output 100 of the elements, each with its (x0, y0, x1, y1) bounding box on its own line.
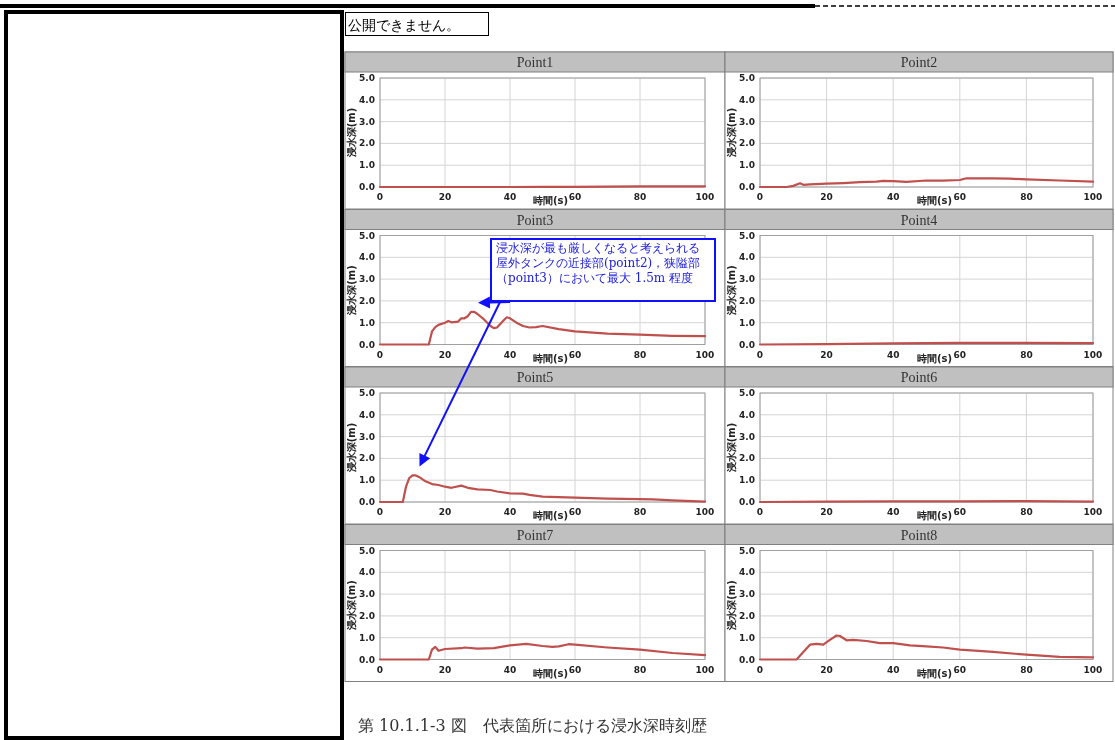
y-tick-label: 0.0 (359, 497, 375, 507)
y-tick-label: 0.0 (359, 339, 375, 350)
x-axis-title: 時間(s) (916, 510, 953, 521)
y-tick-label: 3.0 (359, 274, 375, 285)
y-axis-title: 浸水深(m) (346, 265, 357, 316)
y-tick-label: 5.0 (359, 230, 375, 241)
x-tick-label: 0 (756, 192, 764, 202)
x-axis-title: 時間(s) (916, 195, 953, 206)
y-tick-label: 3.0 (739, 589, 755, 600)
y-tick-label: 2.0 (739, 610, 755, 621)
x-tick-label: 40 (503, 664, 517, 675)
x-tick-label: 100 (1083, 349, 1103, 360)
x-tick-label: 20 (438, 507, 452, 517)
y-axis-title: 浸水深(m) (346, 107, 357, 159)
y-tick-label: 4.0 (739, 94, 755, 105)
y-tick-label: 5.0 (359, 388, 375, 398)
x-tick-label: 80 (633, 507, 647, 517)
y-tick-label: 1.0 (359, 317, 375, 328)
y-tick-label: 1.0 (739, 475, 755, 486)
x-tick-label: 0 (376, 664, 384, 675)
y-tick-label: 1.0 (739, 160, 755, 171)
x-tick-label: 40 (503, 507, 517, 517)
x-tick-label: 40 (886, 349, 900, 360)
y-tick-label: 2.0 (359, 610, 375, 621)
y-axis-title: 浸水深(m) (346, 580, 357, 631)
x-tick-label: 100 (695, 349, 715, 360)
x-tick-label: 100 (1083, 507, 1103, 517)
y-tick-label: 5.0 (739, 388, 755, 398)
y-tick-label: 3.0 (739, 116, 755, 127)
y-tick-label: 1.0 (359, 475, 375, 486)
chart-title: Point3 (516, 212, 554, 228)
y-tick-label: 4.0 (359, 94, 375, 105)
x-tick-label: 100 (695, 192, 715, 202)
y-axis-title: 浸水深(m) (726, 265, 737, 316)
x-tick-label: 60 (953, 507, 967, 517)
x-tick-label: 80 (633, 349, 647, 360)
x-tick-label: 80 (1020, 349, 1033, 360)
y-tick-label: 4.0 (359, 409, 375, 420)
x-tick-label: 60 (568, 664, 582, 675)
y-tick-label: 1.0 (739, 632, 755, 643)
chart-title: Point8 (900, 527, 938, 543)
y-tick-label: 4.0 (739, 252, 755, 263)
x-tick-label: 100 (1083, 192, 1103, 202)
y-tick-label: 5.0 (739, 545, 755, 556)
y-tick-label: 5.0 (359, 545, 375, 556)
x-tick-label: 0 (756, 349, 764, 360)
chart-title: Point6 (900, 370, 938, 385)
y-tick-label: 2.0 (359, 138, 375, 149)
x-tick-label: 0 (376, 192, 384, 202)
x-tick-label: 20 (438, 664, 452, 675)
x-tick-label: 20 (438, 192, 452, 202)
x-tick-label: 20 (820, 507, 833, 517)
y-tick-label: 0.0 (739, 497, 755, 507)
y-axis-title: 浸水深(m) (346, 422, 357, 474)
y-axis-title: 浸水深(m) (726, 580, 737, 631)
line-series (378, 310, 707, 346)
x-axis-title: 時間(s) (916, 667, 953, 679)
y-tick-label: 0.0 (739, 654, 755, 665)
y-tick-label: 3.0 (739, 431, 755, 442)
chart-title: Point5 (516, 370, 554, 385)
x-tick-label: 20 (820, 664, 833, 675)
line-series (378, 642, 707, 661)
x-tick-label: 0 (376, 507, 384, 517)
x-tick-label: 0 (376, 349, 384, 360)
y-tick-label: 3.0 (359, 116, 375, 127)
y-tick-label: 1.0 (359, 632, 375, 643)
chart-title: Point4 (900, 212, 938, 228)
y-axis-title: 浸水深(m) (726, 422, 737, 474)
y-tick-label: 5.0 (739, 230, 755, 241)
x-tick-label: 80 (1020, 507, 1033, 517)
x-axis-title: 時間(s) (532, 510, 569, 521)
x-tick-label: 40 (886, 664, 900, 675)
y-tick-label: 3.0 (359, 431, 375, 442)
x-tick-label: 60 (568, 507, 582, 517)
y-tick-label: 4.0 (359, 252, 375, 263)
x-tick-label: 60 (568, 192, 582, 202)
x-tick-label: 80 (633, 664, 647, 675)
y-tick-label: 3.0 (739, 274, 755, 285)
x-axis-title: 時間(s) (532, 667, 569, 679)
y-tick-label: 0.0 (359, 654, 375, 665)
x-tick-label: 20 (820, 349, 833, 360)
x-axis-title: 時間(s) (532, 352, 569, 364)
x-tick-label: 60 (953, 664, 967, 675)
y-tick-label: 2.0 (739, 453, 755, 464)
x-tick-label: 60 (953, 192, 967, 202)
x-tick-label: 40 (503, 192, 517, 202)
x-tick-label: 20 (820, 192, 833, 202)
x-tick-label: 100 (695, 507, 715, 517)
y-tick-label: 1.0 (739, 317, 755, 328)
y-tick-label: 4.0 (739, 567, 755, 578)
x-axis-title: 時間(s) (532, 195, 569, 206)
text: 第 10.1.1-3 図 代表箇所における浸水深時刻歴 (358, 716, 707, 737)
x-tick-label: 0 (756, 664, 764, 675)
x-tick-label: 60 (953, 349, 967, 360)
y-tick-label: 1.0 (359, 160, 375, 171)
y-tick-label: 3.0 (359, 589, 375, 600)
y-tick-label: 0.0 (359, 182, 375, 192)
chart-title: Point7 (516, 527, 554, 543)
line-series (758, 634, 1095, 661)
y-tick-label: 0.0 (739, 339, 755, 350)
